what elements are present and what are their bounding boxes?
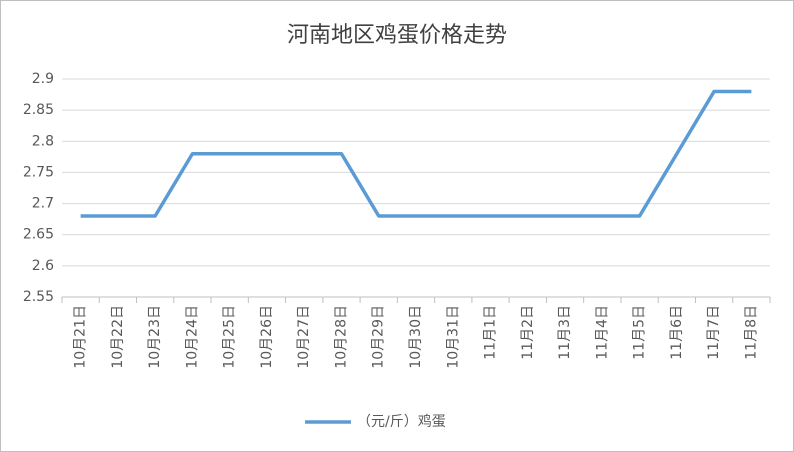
x-tick-label: 10月23日 [147,305,163,369]
x-tick-label: 10月25日 [222,305,238,369]
y-tick-label: 2.55 [23,289,54,305]
y-tick-label: 2.75 [23,164,54,180]
y-tick-label: 2.7 [32,196,54,212]
x-tick-label: 11月1日 [483,305,499,360]
x-tick-label: 10月31日 [445,305,461,369]
series-line [80,89,752,218]
x-tick-label: 11月2日 [520,305,536,360]
y-tick-label: 2.9 [32,71,54,87]
legend-label: （元/斤）鸡蛋 [357,413,446,430]
x-tick-label: 11月6日 [669,305,685,360]
x-tick-label: 11月4日 [594,305,610,360]
x-tick-label: 11月8日 [743,305,759,360]
x-tick-label: 11月7日 [706,305,722,360]
y-tick-label: 2.6 [32,258,54,274]
x-tick-label: 11月5日 [632,305,648,360]
x-tick-label: 10月24日 [184,305,200,369]
x-tick-label: 10月29日 [371,305,387,369]
y-tick-label: 2.8 [32,133,54,149]
x-tick-label: 11月3日 [557,305,573,360]
y-tick-label: 2.65 [23,227,54,243]
x-tick-label: 10月22日 [110,305,126,369]
x-tick-label: 10月27日 [296,305,312,369]
x-tick-label: 10月21日 [73,305,89,369]
x-tick-label: 10月28日 [333,305,349,369]
x-tick-label: 10月26日 [259,305,275,369]
chart-title: 河南地区鸡蛋价格走势 [287,23,507,48]
x-tick-label: 10月30日 [408,305,424,369]
y-tick-label: 2.85 [23,102,54,118]
